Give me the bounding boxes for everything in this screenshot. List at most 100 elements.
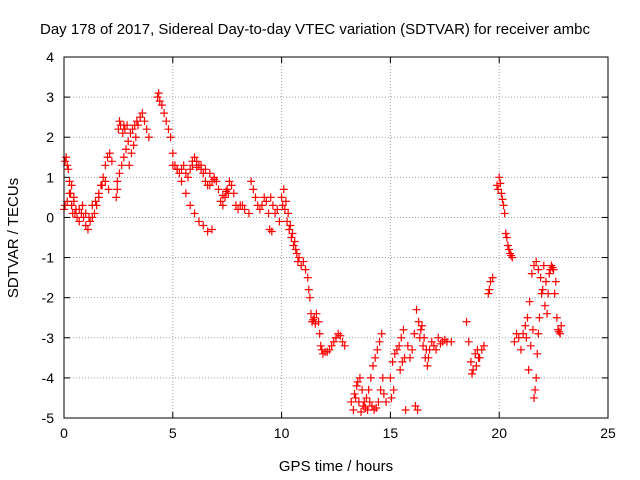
data-point xyxy=(129,141,138,150)
data-point xyxy=(273,205,282,214)
x-tick-label: 10 xyxy=(274,425,290,441)
data-point xyxy=(287,233,296,242)
data-point xyxy=(533,349,542,358)
data-point xyxy=(207,225,216,234)
data-point xyxy=(251,193,260,202)
data-point xyxy=(336,331,345,340)
data-point xyxy=(223,185,232,194)
data-point xyxy=(247,177,256,186)
y-tick-label: -3 xyxy=(42,330,55,346)
data-point xyxy=(370,405,379,414)
data-point xyxy=(75,205,84,214)
data-point xyxy=(556,329,565,338)
data-point xyxy=(553,325,562,334)
data-point xyxy=(218,201,227,210)
data-point xyxy=(535,313,544,322)
data-point xyxy=(327,341,336,350)
data-point xyxy=(186,201,195,210)
x-tick-label: 5 xyxy=(169,425,177,441)
data-point xyxy=(65,189,74,198)
data-point xyxy=(291,245,300,254)
data-point xyxy=(85,213,94,222)
x-tick-label: 20 xyxy=(491,425,507,441)
data-point xyxy=(94,189,103,198)
data-point xyxy=(536,273,545,282)
data-point xyxy=(340,341,349,350)
data-point xyxy=(81,209,90,218)
data-point xyxy=(216,197,225,206)
data-point xyxy=(144,133,153,142)
data-point xyxy=(488,273,497,282)
data-point xyxy=(485,285,494,294)
data-point xyxy=(268,201,277,210)
data-point xyxy=(392,345,401,354)
data-point xyxy=(510,337,519,346)
data-point xyxy=(155,97,164,106)
data-point xyxy=(389,385,398,394)
data-point xyxy=(83,225,92,234)
y-tick-label: 4 xyxy=(46,49,54,65)
data-point xyxy=(545,269,554,278)
data-point xyxy=(498,195,507,204)
data-point xyxy=(181,189,190,198)
data-point xyxy=(422,345,431,354)
data-point xyxy=(557,321,566,330)
data-point xyxy=(329,337,338,346)
data-point xyxy=(352,381,361,390)
data-point xyxy=(504,245,513,254)
data-point xyxy=(107,157,116,166)
data-point xyxy=(495,173,504,182)
data-point xyxy=(258,201,267,210)
data-point xyxy=(63,197,72,206)
data-point xyxy=(521,321,530,330)
data-point xyxy=(238,201,247,210)
data-point xyxy=(212,177,221,186)
data-point xyxy=(508,253,517,262)
data-point xyxy=(410,329,419,338)
data-point xyxy=(275,217,284,226)
data-point xyxy=(284,209,293,218)
data-point xyxy=(372,403,381,412)
data-point xyxy=(310,313,319,322)
data-point xyxy=(462,317,471,326)
data-point xyxy=(288,229,297,238)
data-point xyxy=(201,165,210,174)
data-point xyxy=(278,201,287,210)
data-point xyxy=(398,357,407,366)
y-tick-label: 0 xyxy=(46,209,54,225)
data-point xyxy=(190,153,199,162)
plot-frame xyxy=(63,56,609,419)
data-point xyxy=(469,365,478,374)
data-point xyxy=(477,345,486,354)
data-point xyxy=(524,365,533,374)
data-point xyxy=(374,397,383,406)
data-point xyxy=(290,237,299,246)
y-tick-label: 2 xyxy=(46,129,54,145)
data-point xyxy=(364,385,373,394)
data-point xyxy=(205,181,214,190)
data-point xyxy=(119,153,128,162)
data-point xyxy=(432,345,441,354)
data-point xyxy=(354,397,363,406)
data-point xyxy=(496,179,505,188)
data-point xyxy=(349,405,358,414)
data-point xyxy=(118,129,127,138)
data-point xyxy=(377,329,386,338)
data-point xyxy=(113,185,122,194)
data-point xyxy=(65,177,74,186)
data-point xyxy=(136,113,145,122)
data-point xyxy=(304,285,313,294)
data-point xyxy=(101,161,110,170)
data-point xyxy=(199,221,208,230)
y-tick-label: -2 xyxy=(42,290,55,306)
data-point xyxy=(530,393,539,402)
data-point xyxy=(540,301,549,310)
data-point xyxy=(98,181,107,190)
data-point xyxy=(123,121,132,130)
data-point xyxy=(140,117,149,126)
x-tick-label: 15 xyxy=(383,425,399,441)
data-point xyxy=(244,209,253,218)
data-point xyxy=(279,185,288,194)
data-point xyxy=(347,397,356,406)
